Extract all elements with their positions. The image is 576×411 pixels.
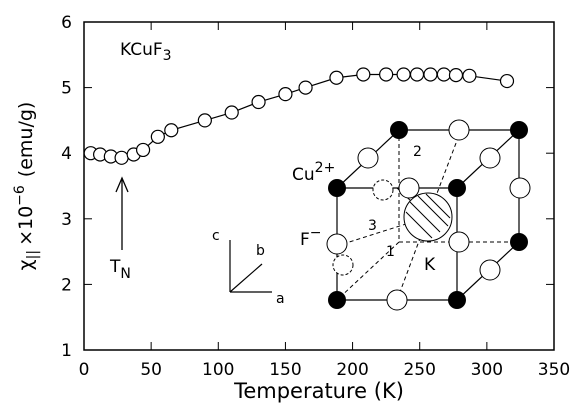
data-point xyxy=(164,123,179,138)
y-label-symbol: χ xyxy=(15,259,37,270)
tn-arrow-head xyxy=(115,176,129,193)
data-point xyxy=(135,142,151,158)
x-tick-label: 0 xyxy=(79,360,90,380)
y-axis-label: χ|| ×10−6 (emu/g) xyxy=(12,102,41,271)
cu-ion xyxy=(328,291,346,309)
y-label-subscript: || xyxy=(25,250,41,259)
compound-label: KCuF3 xyxy=(120,40,172,64)
x-tick-label: 300 xyxy=(471,360,503,380)
f-ion xyxy=(479,259,501,281)
f-ion xyxy=(448,231,470,253)
f-ion xyxy=(479,147,501,169)
data-point xyxy=(379,67,394,82)
cu-ion xyxy=(510,233,528,251)
cu-ion xyxy=(510,121,528,139)
f-ion xyxy=(509,177,531,199)
f-ion xyxy=(357,147,379,169)
data-point xyxy=(298,80,313,95)
y-tick-label: 6 xyxy=(61,13,72,33)
data-point xyxy=(150,129,165,144)
data-point xyxy=(114,150,129,165)
axis-b-label: b xyxy=(256,243,265,259)
data-point xyxy=(436,67,451,82)
data-point xyxy=(329,70,344,85)
site-label: 2 xyxy=(413,144,422,160)
x-tick-label: 350 xyxy=(538,360,570,380)
data-point xyxy=(224,105,239,120)
cu-ion xyxy=(448,291,466,309)
x-tick-label: 150 xyxy=(269,360,301,380)
f-ion-hidden xyxy=(332,254,354,276)
y-label-unit: (emu/g) xyxy=(15,102,37,178)
axis-a-label: a xyxy=(276,291,285,307)
compound-subscript: 3 xyxy=(163,48,172,64)
data-point xyxy=(462,68,477,83)
x-tick-label: 250 xyxy=(403,360,435,380)
axis-c-label: c xyxy=(212,228,220,244)
tn-text: T xyxy=(109,257,121,277)
data-point xyxy=(499,73,515,89)
f-text: F xyxy=(300,230,310,250)
x-tick-label: 200 xyxy=(336,360,368,380)
data-point xyxy=(251,94,266,110)
cu-superscript: 2+ xyxy=(315,160,336,176)
site-label: 1 xyxy=(386,244,395,260)
axis-b xyxy=(229,263,263,293)
k-hatch xyxy=(405,193,451,239)
tn-subscript: N xyxy=(120,266,130,282)
x-tick-label: 50 xyxy=(140,360,162,380)
cu-label: Cu2+ xyxy=(292,160,335,185)
f-ion xyxy=(448,119,470,141)
crystal-inset: a b c xyxy=(212,119,531,311)
cu-ion xyxy=(448,179,466,197)
k-label: K xyxy=(424,255,436,275)
site-label: 3 xyxy=(368,218,377,234)
y-tick-label: 3 xyxy=(61,210,72,230)
data-point xyxy=(409,67,425,82)
cu-text: Cu xyxy=(292,165,315,185)
data-point xyxy=(197,113,212,128)
cu-ion xyxy=(328,179,346,197)
plot-frame xyxy=(83,21,555,351)
f-label: F− xyxy=(300,225,322,250)
compound-text: KCuF xyxy=(120,40,163,60)
x-axis-label: Temperature (K) xyxy=(233,379,404,403)
y-tick-label: 1 xyxy=(61,341,72,361)
data-point xyxy=(423,67,438,82)
f-ion xyxy=(398,177,420,199)
f-ion xyxy=(326,233,348,255)
y-tick-label: 5 xyxy=(61,79,72,99)
y-tick-label: 4 xyxy=(61,144,72,164)
f-ion-hidden xyxy=(372,179,394,201)
data-point xyxy=(356,67,371,82)
cu-ion xyxy=(390,121,408,139)
tn-label: TN xyxy=(109,257,131,282)
y-tick-label: 2 xyxy=(61,275,72,295)
k-ion xyxy=(403,192,453,242)
data-point xyxy=(448,68,464,83)
y-label-factor: ×10 xyxy=(15,206,37,246)
data-point xyxy=(396,67,411,82)
data-point xyxy=(278,87,293,102)
y-label-exponent: −6 xyxy=(12,185,28,206)
f-ion xyxy=(386,289,408,311)
x-tick-label: 100 xyxy=(202,360,234,380)
f-superscript: − xyxy=(310,225,322,241)
